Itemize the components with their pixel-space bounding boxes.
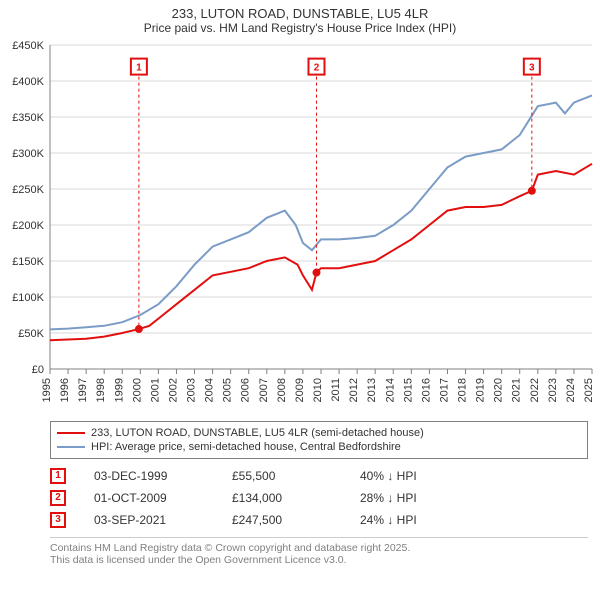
legend-swatch bbox=[57, 446, 85, 448]
y-tick-label: £400K bbox=[12, 76, 44, 88]
y-tick-label: £200K bbox=[12, 220, 44, 232]
x-tick-label: 2025 bbox=[583, 378, 595, 402]
y-tick-label: £100K bbox=[12, 292, 44, 304]
sale-date: 01-OCT-2009 bbox=[94, 491, 204, 505]
legend-label: 233, LUTON ROAD, DUNSTABLE, LU5 4LR (sem… bbox=[91, 427, 424, 439]
sale-date: 03-DEC-1999 bbox=[94, 469, 204, 483]
x-tick-label: 2001 bbox=[149, 378, 161, 402]
footer: Contains HM Land Registry data © Crown c… bbox=[50, 537, 588, 566]
y-tick-label: £450K bbox=[12, 40, 44, 52]
sale-pct: 28% ↓ HPI bbox=[360, 491, 470, 505]
y-tick-label: £250K bbox=[12, 184, 44, 196]
x-tick-label: 2009 bbox=[294, 378, 306, 402]
sale-row: 3 03-SEP-2021 £247,500 24% ↓ HPI bbox=[50, 509, 600, 531]
x-tick-label: 2021 bbox=[511, 378, 523, 402]
marker-flag-num: 3 bbox=[529, 63, 535, 74]
chart-svg: £0 £50K £100K £150K £200K £250K £300K £350K £400… bbox=[0, 39, 600, 419]
x-tick-label: 2018 bbox=[457, 378, 469, 402]
sales-table: 1 03-DEC-1999 £55,500 40% ↓ HPI 2 01-OCT-2009… bbox=[50, 465, 600, 531]
x-tick-label: 2019 bbox=[475, 378, 487, 402]
x-tick-label: 2013 bbox=[366, 378, 378, 402]
marker-flag-num: 2 bbox=[314, 63, 320, 74]
sale-marker-box: 2 bbox=[50, 490, 66, 506]
series-hpi bbox=[50, 95, 592, 329]
y-tick-label: £300K bbox=[12, 148, 44, 160]
x-tick-label: 2012 bbox=[348, 378, 360, 402]
x-tick-label: 2008 bbox=[276, 378, 288, 402]
footer-line1: Contains HM Land Registry data © Crown c… bbox=[50, 542, 588, 554]
legend-row: 233, LUTON ROAD, DUNSTABLE, LU5 4LR (sem… bbox=[57, 426, 581, 440]
y-tick-label: £0 bbox=[32, 364, 44, 376]
chart-plot-area: £0 £50K £100K £150K £200K £250K £300K £350K £400… bbox=[0, 39, 600, 419]
sale-dot bbox=[312, 269, 320, 277]
x-tick-label: 1996 bbox=[59, 378, 71, 402]
x-tick-label: 2000 bbox=[131, 378, 143, 402]
sale-dot bbox=[135, 325, 143, 333]
x-tick-label: 2010 bbox=[312, 378, 324, 402]
sale-pct: 40% ↓ HPI bbox=[360, 469, 470, 483]
x-tick-label: 2016 bbox=[420, 378, 432, 402]
sale-row: 1 03-DEC-1999 £55,500 40% ↓ HPI bbox=[50, 465, 600, 487]
x-tick-label: 1995 bbox=[41, 378, 53, 402]
x-tick-label: 2014 bbox=[384, 378, 396, 402]
x-tick-label: 2007 bbox=[258, 378, 270, 402]
chart-container: 233, LUTON ROAD, DUNSTABLE, LU5 4LR Pric… bbox=[0, 0, 600, 590]
footer-line2: This data is licensed under the Open Gov… bbox=[50, 554, 588, 566]
sale-price: £55,500 bbox=[232, 469, 332, 483]
x-tick-label: 2002 bbox=[167, 378, 179, 402]
series-price_paid bbox=[50, 164, 592, 340]
sale-marker-box: 3 bbox=[50, 512, 66, 528]
sale-price: £134,000 bbox=[232, 491, 332, 505]
x-tick-label: 2022 bbox=[529, 378, 541, 402]
x-tick-label: 2015 bbox=[402, 378, 414, 402]
x-tick-label: 1997 bbox=[77, 378, 89, 402]
x-tick-label: 2003 bbox=[186, 378, 198, 402]
sale-row: 2 01-OCT-2009 £134,000 28% ↓ HPI bbox=[50, 487, 600, 509]
x-tick-label: 2017 bbox=[438, 378, 450, 402]
y-tick-label: £350K bbox=[12, 112, 44, 124]
x-tick-label: 2005 bbox=[222, 378, 234, 402]
x-tick-label: 2020 bbox=[493, 378, 505, 402]
sale-date: 03-SEP-2021 bbox=[94, 513, 204, 527]
chart-title-line1: 233, LUTON ROAD, DUNSTABLE, LU5 4LR bbox=[0, 0, 600, 21]
x-tick-label: 2004 bbox=[204, 378, 216, 402]
sale-price: £247,500 bbox=[232, 513, 332, 527]
x-tick-label: 1998 bbox=[95, 378, 107, 402]
sale-dot bbox=[528, 187, 536, 195]
legend: 233, LUTON ROAD, DUNSTABLE, LU5 4LR (sem… bbox=[50, 421, 588, 459]
sale-marker-box: 1 bbox=[50, 468, 66, 484]
x-tick-label: 1999 bbox=[113, 378, 125, 402]
y-tick-label: £50K bbox=[18, 328, 44, 340]
sale-pct: 24% ↓ HPI bbox=[360, 513, 470, 527]
x-tick-label: 2011 bbox=[330, 378, 342, 402]
y-tick-label: £150K bbox=[12, 256, 44, 268]
legend-swatch bbox=[57, 432, 85, 434]
chart-title-line2: Price paid vs. HM Land Registry's House … bbox=[0, 21, 600, 39]
marker-flag-num: 1 bbox=[136, 63, 142, 74]
x-tick-label: 2006 bbox=[240, 378, 252, 402]
x-tick-label: 2023 bbox=[547, 378, 559, 402]
legend-label: HPI: Average price, semi-detached house,… bbox=[91, 441, 401, 453]
legend-row: HPI: Average price, semi-detached house,… bbox=[57, 440, 581, 454]
x-tick-label: 2024 bbox=[565, 378, 577, 402]
